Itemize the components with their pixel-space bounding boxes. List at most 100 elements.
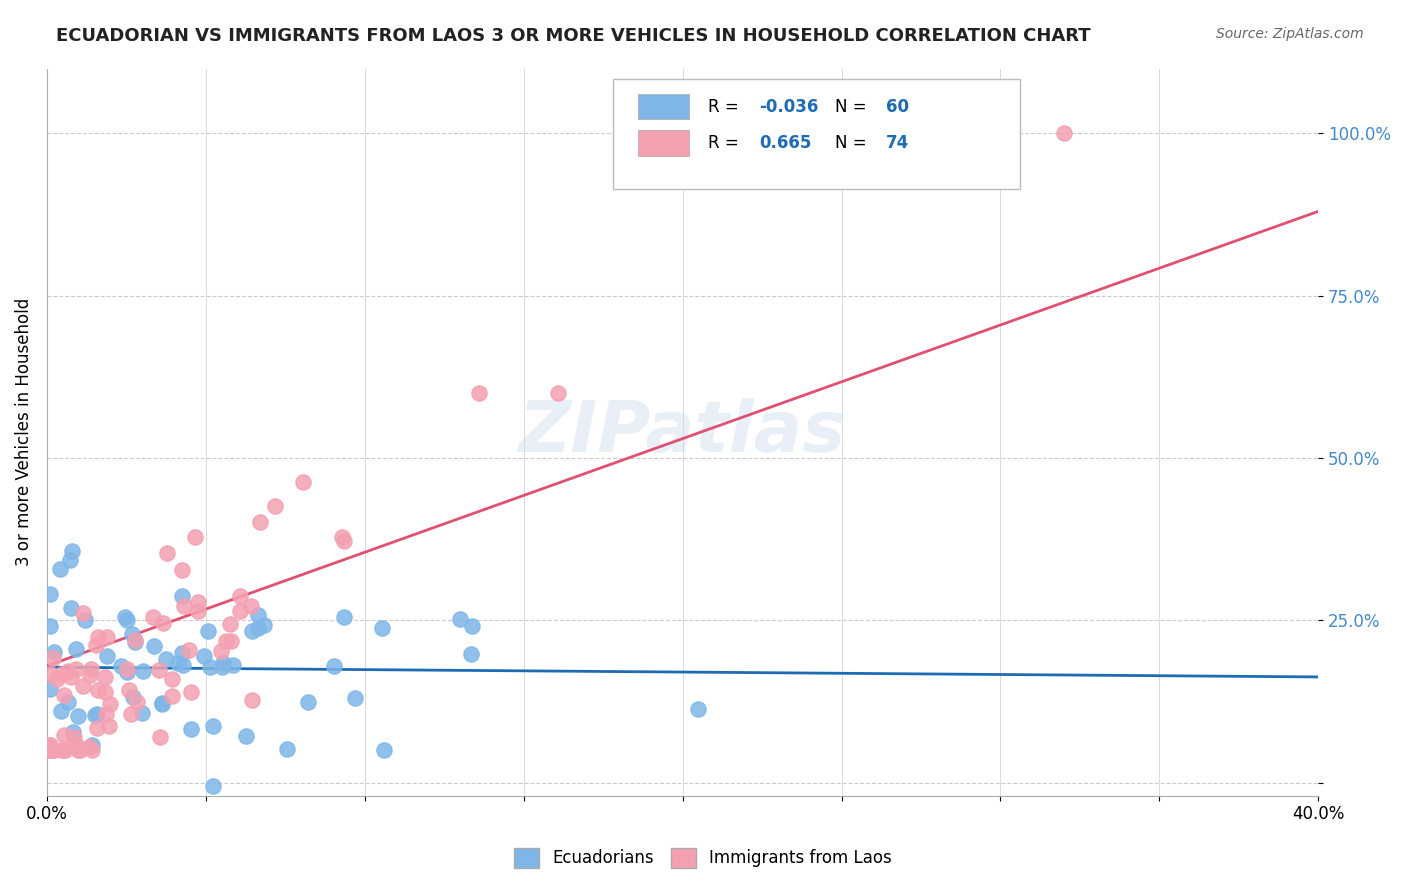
Point [39,682,62,697]
Point [53,728,76,742]
Point [98,719,121,733]
Point [247,607,270,622]
Point [42,743,65,757]
Legend: Ecuadorians, Immigrants from Laos: Ecuadorians, Immigrants from Laos [508,841,898,875]
Point [686,702,709,716]
Text: 60: 60 [886,98,910,116]
Point [460,647,482,661]
Text: ZIPatlas: ZIPatlas [519,398,846,467]
Point [53,688,76,702]
Point [235,729,257,743]
Text: Source: ZipAtlas.com: Source: ZipAtlas.com [1216,27,1364,41]
Point [84,638,107,652]
Point [209,644,232,658]
Point [449,612,471,626]
Point [114,610,136,624]
Point [150,698,173,712]
Point [211,660,233,674]
FancyBboxPatch shape [638,130,689,156]
Point [461,619,484,633]
Point [96,630,118,644]
Point [229,604,252,618]
Point [201,719,224,733]
Point [86,721,108,735]
Text: N =: N = [835,98,872,116]
Point [253,617,276,632]
Point [39,587,62,601]
Point [187,604,209,618]
Point [39,666,62,681]
Text: R =: R = [709,135,744,153]
Point [72,680,94,694]
Point [132,664,155,678]
Point [197,624,219,639]
Point [39,618,62,632]
Point [276,742,298,756]
Point [69,743,91,757]
Point [166,656,188,670]
Point [59,600,82,615]
Point [240,624,263,639]
Point [125,695,148,709]
Point [60,544,83,558]
Point [80,738,103,752]
Point [115,665,138,679]
Point [115,662,138,676]
Point [39,739,62,753]
Point [240,693,263,707]
Point [180,722,202,736]
Point [373,742,395,756]
Text: N =: N = [835,135,872,153]
Point [39,743,62,757]
Point [67,743,90,757]
Point [82,743,104,757]
Point [93,670,115,684]
Point [219,634,242,648]
Point [219,616,242,631]
Point [215,634,238,648]
Point [45,673,67,687]
Text: 74: 74 [886,135,910,153]
Point [98,697,121,711]
Point [65,662,87,676]
FancyBboxPatch shape [638,94,689,120]
Point [330,530,353,544]
Point [77,739,100,754]
Point [246,621,269,635]
Point [56,664,79,678]
Point [264,499,287,513]
Point [211,656,233,670]
Point [333,609,356,624]
Point [291,475,314,489]
Point [86,706,108,721]
Point [333,533,356,548]
Point [65,739,87,753]
Point [94,685,117,699]
Point [180,685,202,699]
Point [152,615,174,630]
Point [547,386,569,401]
Point [322,658,344,673]
Point [115,613,138,627]
Point [193,649,215,664]
Point [79,668,101,682]
Point [73,613,96,627]
Point [177,643,200,657]
Point [202,779,225,793]
Point [118,683,141,698]
Point [149,730,172,744]
Point [122,690,145,705]
Point [124,635,146,649]
Point [467,386,489,401]
Point [343,691,366,706]
Point [55,743,77,757]
Point [72,606,94,620]
Point [187,595,209,609]
Point [229,590,252,604]
Point [63,730,86,744]
Point [142,610,165,624]
Point [297,695,319,709]
Point [41,743,63,757]
Text: ECUADORIAN VS IMMIGRANTS FROM LAOS 3 OR MORE VEHICLES IN HOUSEHOLD CORRELATION C: ECUADORIAN VS IMMIGRANTS FROM LAOS 3 OR … [56,27,1091,45]
Point [48,562,70,576]
